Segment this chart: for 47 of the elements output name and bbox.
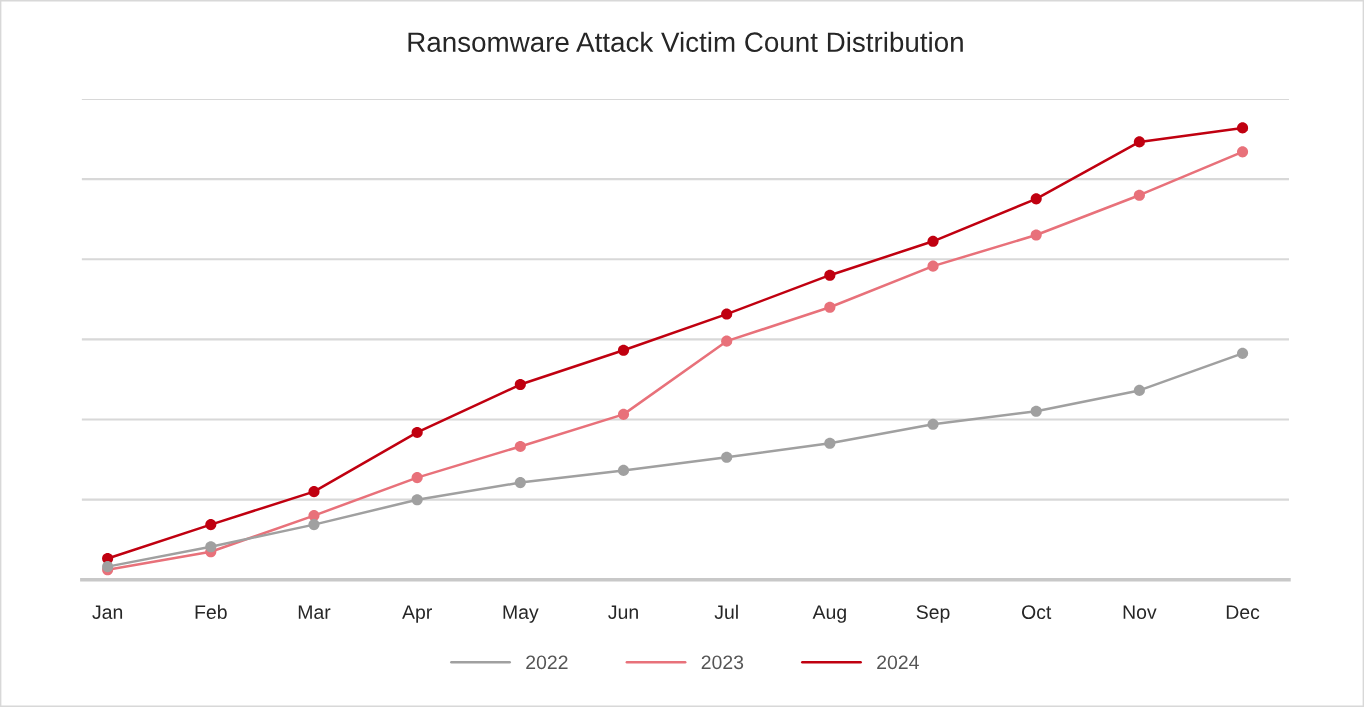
point — [721, 335, 733, 347]
point — [1237, 122, 1249, 134]
chart-title: Ransomware Attack Victim Count Distribution — [408, 31, 963, 53]
x-tick-label: Jul — [714, 604, 738, 620]
x-tick-label: Oct — [1022, 605, 1052, 620]
point — [411, 426, 423, 438]
point — [824, 437, 836, 449]
x-tick-label: May — [503, 605, 539, 623]
point — [721, 451, 733, 463]
point — [824, 301, 836, 313]
legend-label: 2022 — [526, 655, 568, 670]
point — [721, 308, 733, 320]
point — [617, 344, 630, 356]
x-tick-label: Apr — [402, 605, 432, 623]
point — [308, 486, 320, 498]
point — [1133, 136, 1145, 148]
point — [824, 269, 836, 281]
point — [617, 408, 630, 420]
x-tick-label: Mar — [298, 605, 331, 620]
point — [1133, 384, 1145, 396]
point — [617, 464, 630, 476]
x-tick-label: Feb — [195, 604, 227, 620]
point — [1133, 189, 1145, 201]
point — [1237, 146, 1249, 158]
x-tick-label: Nov — [1123, 605, 1157, 620]
point — [308, 519, 320, 531]
point — [1030, 405, 1042, 417]
x-tick-label: Sep — [916, 605, 950, 623]
point — [205, 541, 217, 553]
x-tick-label: Jun — [608, 605, 638, 620]
x-tick-label: Aug — [812, 605, 846, 623]
point — [411, 472, 423, 484]
point — [514, 477, 526, 489]
point — [927, 260, 939, 272]
point — [514, 378, 526, 391]
point — [1030, 229, 1042, 241]
x-tick-label: Jan — [92, 605, 123, 620]
point — [514, 440, 526, 452]
x-tick-label: Dec — [1226, 605, 1260, 620]
point — [205, 519, 217, 531]
point — [1237, 347, 1249, 359]
legend-label: 2023 — [701, 655, 744, 670]
point — [1030, 193, 1042, 205]
legend-label: 2024 — [877, 655, 919, 670]
point — [927, 418, 939, 430]
point — [927, 235, 939, 247]
point — [411, 494, 423, 506]
